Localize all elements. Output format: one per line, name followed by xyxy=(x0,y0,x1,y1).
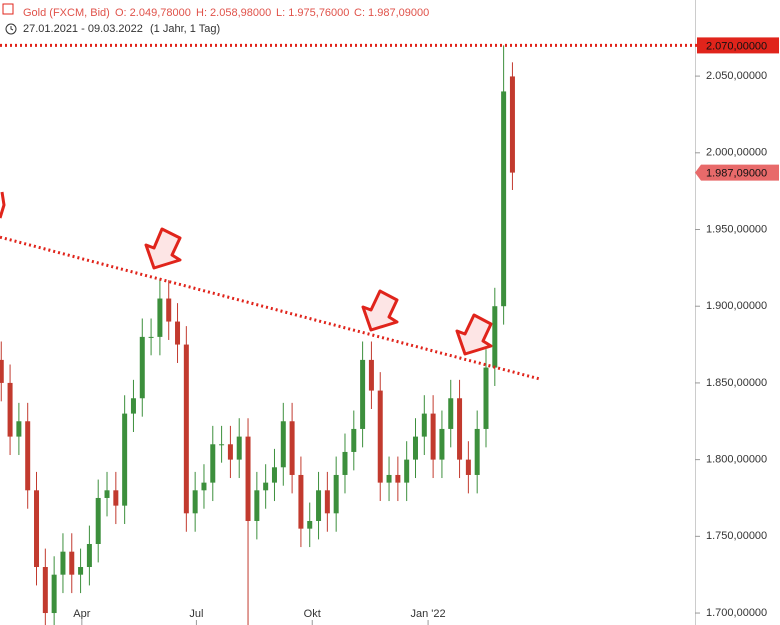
candle-body xyxy=(342,451,348,475)
candle-body xyxy=(201,482,207,491)
candle-body xyxy=(439,428,445,460)
candle-body xyxy=(183,344,189,514)
last-price-label: 1.987,09000 xyxy=(706,168,767,180)
candle-body xyxy=(157,298,163,337)
candle-body xyxy=(465,459,471,475)
arrow xyxy=(361,289,399,332)
clock-hand xyxy=(10,26,14,31)
candle-body xyxy=(25,421,31,491)
y-tick-label: 1.900,00000 xyxy=(706,300,767,312)
candle-body xyxy=(175,321,181,345)
candle-body xyxy=(289,421,295,475)
candle-body xyxy=(166,298,172,322)
candle-body xyxy=(16,421,22,437)
candle-body xyxy=(377,390,383,483)
candle-body xyxy=(412,436,418,460)
y-tick-label: 2.050,00000 xyxy=(706,70,767,82)
last-price-badge xyxy=(695,164,779,181)
clock-icon xyxy=(5,23,17,35)
candle-body xyxy=(60,551,66,575)
candle-body xyxy=(0,359,4,383)
reference-badge xyxy=(697,37,779,54)
candle-body xyxy=(448,398,454,429)
candle-body xyxy=(130,398,136,414)
candle-body xyxy=(227,444,233,460)
candle-body xyxy=(122,413,128,506)
candle-body xyxy=(219,444,225,446)
candle-body xyxy=(210,444,216,483)
trendline xyxy=(0,235,541,381)
x-tick-label: Okt xyxy=(304,608,321,620)
candle-body xyxy=(7,382,13,437)
ohlc-open: O: 2.049,78000 xyxy=(115,7,191,19)
arrow xyxy=(144,227,182,270)
candle-body xyxy=(386,474,392,483)
arrow-partial xyxy=(0,191,6,219)
candle-body xyxy=(236,436,242,460)
y-tick-label: 1.750,00000 xyxy=(706,530,767,542)
candle-body xyxy=(113,490,119,506)
candle-body xyxy=(333,474,339,514)
candle-body xyxy=(430,413,436,460)
candle-body xyxy=(368,359,374,391)
candle-body xyxy=(95,497,101,544)
candle-body xyxy=(404,459,410,483)
y-tick-label: 1.700,00000 xyxy=(706,607,767,619)
x-tick-label: Jan '22 xyxy=(411,608,446,620)
candle-body xyxy=(360,359,366,429)
candle-body xyxy=(34,490,40,568)
x-tick-label: Apr xyxy=(73,608,90,620)
candle-body xyxy=(509,76,515,173)
ohlc-high: H: 2.058,98000 xyxy=(196,7,271,19)
candle-body xyxy=(474,428,480,475)
candle-body xyxy=(148,336,154,338)
ohlc-low: L: 1.975,76000 xyxy=(276,7,349,19)
chart-title: Gold (FXCM, Bid) xyxy=(23,7,110,19)
x-tick-label: Jul xyxy=(189,608,203,620)
candle-body xyxy=(245,436,251,521)
candle-body xyxy=(483,367,489,429)
candle-body xyxy=(42,567,48,614)
arrows xyxy=(0,191,493,356)
y-tick-label: 2.000,00000 xyxy=(706,147,767,159)
candle-body xyxy=(298,474,304,529)
candle-body xyxy=(457,398,463,460)
plot-area xyxy=(0,45,515,625)
candle-body xyxy=(69,551,75,575)
candle-body xyxy=(351,428,357,452)
candle-body xyxy=(492,306,498,368)
candle-body xyxy=(280,421,286,468)
ohlc-close: C: 1.987,09000 xyxy=(354,7,429,19)
candle-body xyxy=(307,520,313,529)
period: (1 Jahr, 1 Tag) xyxy=(150,23,220,35)
candle-body xyxy=(86,543,92,568)
candle-body xyxy=(324,490,330,514)
arrow xyxy=(455,313,493,356)
candle-body xyxy=(254,490,260,521)
candle-body xyxy=(104,490,110,498)
reference-label: 2.070,00000 xyxy=(706,40,767,52)
candle-body xyxy=(51,574,57,614)
candle-body xyxy=(192,490,198,514)
candle-body xyxy=(395,474,401,483)
candle-body xyxy=(78,567,84,575)
chart-icon xyxy=(2,3,14,15)
candle-body xyxy=(263,482,269,491)
y-tick-label: 1.800,00000 xyxy=(706,454,767,466)
y-tick-label: 1.850,00000 xyxy=(706,377,767,389)
y-tick-label: 1.950,00000 xyxy=(706,223,767,235)
candle-body xyxy=(139,336,145,399)
header: Gold (FXCM, Bid) O: 2.049,78000 H: 2.058… xyxy=(2,3,429,35)
date-range: 27.01.2021 - 09.03.2022 xyxy=(23,23,143,35)
candle-body xyxy=(271,467,277,483)
candle-body xyxy=(316,490,322,521)
candle-body xyxy=(501,91,507,307)
candle-body xyxy=(421,413,427,437)
